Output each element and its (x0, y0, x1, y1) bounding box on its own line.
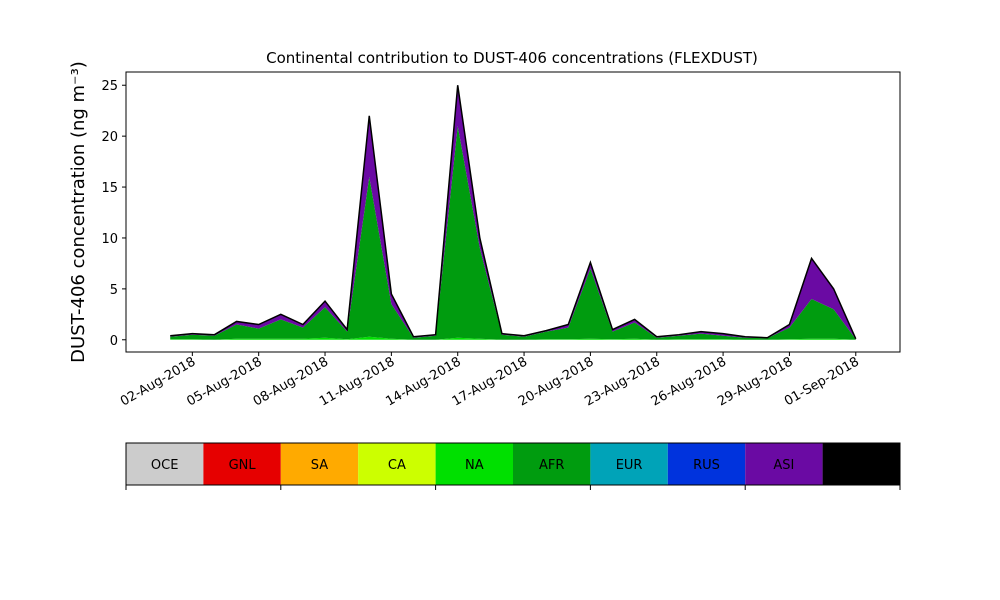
legend-label: AUS (848, 458, 875, 473)
area-eur (170, 125, 856, 340)
chart-title: Continental contribution to DUST-406 con… (266, 49, 758, 67)
x-tick-label: 01-Sep-2018 (782, 354, 862, 409)
x-tick-label: 29-Aug-2018 (715, 354, 795, 409)
y-axis-label: DUST-406 concentration (ng m⁻³) (68, 61, 89, 363)
legend-label: OCE (151, 458, 179, 473)
legend-swatch (358, 443, 436, 485)
legend-label: AFR (539, 458, 564, 473)
y-tick-label: 25 (101, 79, 118, 94)
legend-label: EUR (616, 458, 643, 473)
y-tick-label: 15 (101, 181, 118, 196)
colorbar-frame (125, 442, 901, 486)
legend-label: RUS (693, 458, 720, 473)
plot-area: 051015202502-Aug-201805-Aug-201808-Aug-2… (101, 71, 901, 410)
legend-swatch (126, 443, 204, 485)
plot-frame (125, 71, 901, 353)
y-tick-label: 10 (101, 232, 118, 247)
area-aus (170, 85, 856, 339)
legend-swatch (435, 443, 513, 485)
y-tick-label: 0 (110, 334, 118, 349)
colorbar-legend: OCE GNL SA CA NA AFR EUR RUS ASI AUS (125, 442, 901, 490)
y-tick-label: 5 (110, 283, 118, 298)
legend-label: CA (388, 458, 406, 473)
legend-swatch (822, 443, 900, 485)
total-outline (170, 85, 857, 340)
legend-swatch (280, 443, 359, 485)
area-asi (170, 85, 856, 340)
y-tick-label: 20 (101, 130, 118, 145)
legend-swatch (203, 443, 281, 485)
area-rus (170, 125, 856, 340)
legend-label: SA (311, 458, 328, 473)
legend-label: ASI (773, 458, 794, 473)
legend-swatch (590, 443, 668, 485)
area-afr (170, 125, 856, 340)
legend-swatch (745, 443, 823, 485)
legend-swatch (513, 443, 591, 485)
area-na (170, 336, 856, 340)
legend-swatch (667, 443, 746, 485)
legend-label: NA (465, 458, 484, 473)
legend-label: GNL (229, 458, 257, 473)
